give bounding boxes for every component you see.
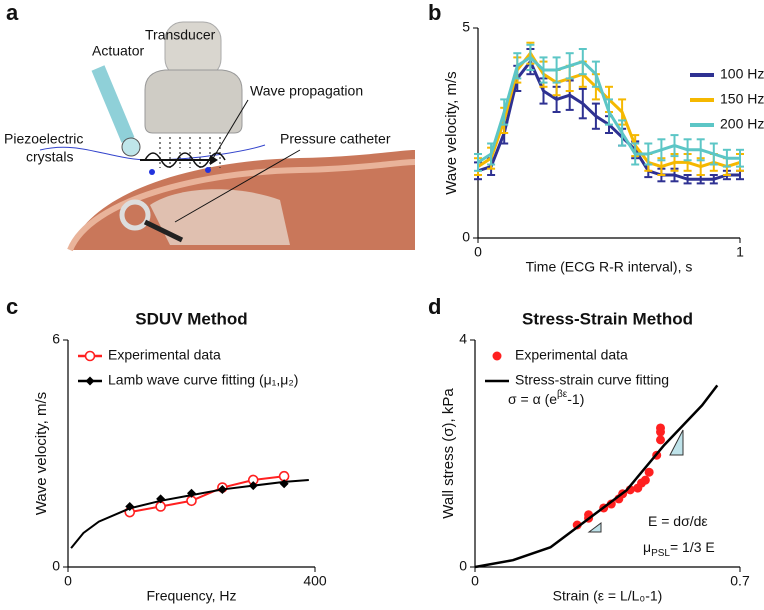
marker [656,423,665,433]
annotation: σ = α (eβε-1) [508,389,584,407]
marker [606,499,616,509]
catheter-loop [119,199,151,231]
y-tick-label: 0 [462,229,470,245]
legend-label: Lamb wave curve fitting (μ₁,μ₂) [108,372,298,388]
transducer-body [144,69,243,134]
leader-line [174,149,301,223]
diagram-label: Wave propagation [250,83,363,99]
series-line [129,475,285,514]
legend-marker [85,376,95,386]
annotation-text: E = dσ/dε [648,513,708,529]
x-tick-label: 0 [471,573,479,589]
annotation-text: = 1/3 E [670,539,715,555]
marker [187,488,196,498]
beam [159,137,221,168]
leader-line [211,99,249,161]
diagram-label: crystals [26,149,73,165]
legend-label: Experimental data [515,347,628,363]
crystal [205,167,211,173]
diagram-label: Transducer [145,27,216,43]
x-tick-label: 0 [64,573,72,589]
actuator-tip [121,137,141,157]
panel-label: c [6,294,18,319]
legend-marker [492,351,502,361]
legend-marker [84,350,96,362]
x-tick-label: 400 [303,573,327,589]
x-axis-label: Strain (ε = L/L₀-1) [553,588,663,604]
legend-label: 150 Hz [720,91,764,107]
diagram-label: Pressure catheter [280,131,391,147]
x-tick-label: 0.7 [730,573,750,589]
y-axis-label: Wall stress (σ), kPa [440,388,457,519]
series-line [474,384,719,569]
diagram-label: Piezoelectric [4,131,83,147]
legend-label: Experimental data [108,347,221,363]
panel-label: b [428,0,441,25]
slope-triangle [669,429,684,456]
arrowhead [210,155,218,165]
annotation-text: σ = α (e [508,391,557,407]
tissue-surface [67,159,416,252]
x-axis-label: Time (ECG R-R interval), s [526,259,693,275]
y-tick-label: 4 [459,331,467,347]
y-axis-label: Wave velocity, m/s [443,71,460,194]
chart-title: Stress-Strain Method [522,309,693,328]
marker [640,475,650,485]
marker [217,484,227,494]
annotation-text: μ [643,539,651,555]
marker [572,520,582,530]
panel-label: d [428,294,441,319]
x-tick-label: 1 [736,244,744,260]
illustration: Transducer Actuator Wave propagation Pie… [4,21,416,252]
series-line [477,55,740,164]
marker [279,479,289,489]
y-tick-label: 0 [52,558,60,574]
crystal [149,169,155,175]
annotation: μPSL= 1/3 E [643,539,715,559]
diagram-label: Actuator [92,43,144,59]
annotation-text: -1) [567,391,584,407]
chart-title: SDUV Method [135,309,247,328]
legend-label: 200 Hz [720,116,764,132]
marker [248,481,258,491]
catheter [143,219,184,243]
y-tick-label: 0 [459,558,467,574]
annotation-sub: PSL [651,548,670,559]
slope-triangle [587,522,602,533]
marker [656,435,665,445]
x-axis-label: Frequency, Hz [147,588,237,604]
marker [125,501,135,511]
legend-label: 100 Hz [720,66,764,82]
actuator-rod [91,65,135,143]
x-tick-label: 0 [474,244,482,260]
annotation: E = dσ/dε [648,513,708,529]
y-tick-label: 6 [52,331,60,347]
y-tick-label: 5 [462,19,470,35]
heart-cavity [150,189,290,245]
marker [156,494,166,504]
fit-curve [70,478,309,549]
marker [644,467,654,477]
legend-label: Stress-strain curve fitting [515,372,669,388]
annotation-sup: βε [557,389,568,400]
panel-label: a [6,0,19,25]
y-axis-label: Wave velocity, m/s [33,392,50,515]
